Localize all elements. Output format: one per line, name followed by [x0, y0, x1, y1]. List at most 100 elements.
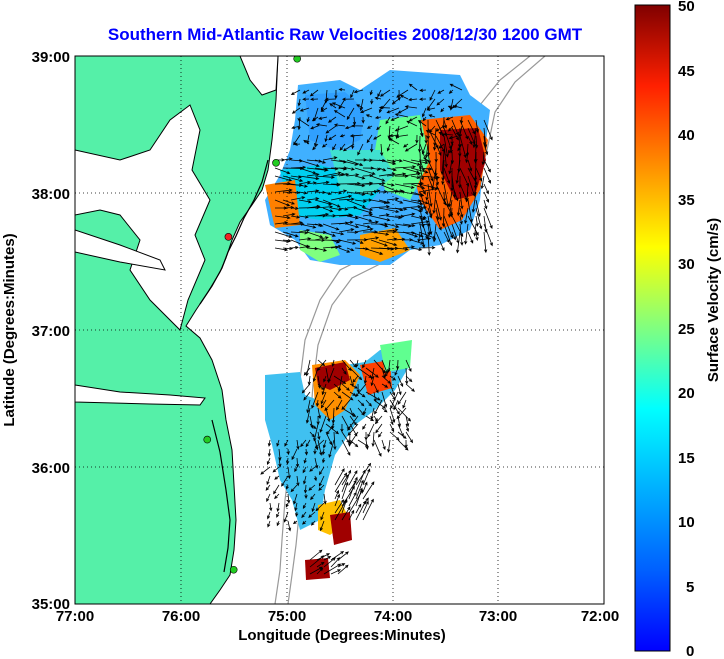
velocity-vector	[433, 127, 437, 147]
velocity-vector	[346, 205, 358, 210]
velocity-vector	[475, 231, 479, 241]
velocity-vector	[403, 143, 409, 148]
velocity-vector	[322, 207, 334, 213]
velocity-vector	[322, 171, 342, 177]
velocity-vector	[309, 423, 317, 429]
velocity-vector	[274, 231, 293, 238]
velocity-vector	[298, 228, 311, 233]
velocity-vector	[333, 123, 346, 127]
velocity-vector	[346, 159, 364, 167]
velocity-vector	[272, 466, 280, 473]
velocity-vector	[351, 124, 364, 128]
velocity-vector	[453, 104, 463, 109]
velocity-vector	[354, 199, 367, 203]
velocity-vector	[353, 89, 364, 94]
velocity-vector	[394, 367, 399, 376]
velocity-vector	[322, 199, 341, 208]
velocity-vector	[314, 134, 319, 147]
velocity-vector	[341, 367, 347, 375]
velocity-vector	[356, 104, 364, 109]
velocity-vector	[437, 89, 445, 94]
velocity-vector	[319, 520, 325, 532]
velocity-vector	[459, 207, 464, 218]
velocity-vector	[313, 448, 317, 455]
velocity-vector	[348, 476, 358, 500]
x-tick-label: 73:00	[479, 608, 517, 625]
velocity-vector	[296, 439, 300, 450]
velocity-vector	[362, 468, 371, 486]
velocity-vector	[308, 484, 316, 491]
radar-station-marker	[224, 233, 233, 241]
velocity-vector	[346, 167, 355, 171]
velocity-vector	[302, 502, 307, 510]
velocity-vector	[309, 466, 316, 472]
velocity-vector	[301, 511, 307, 519]
velocity-vector	[349, 439, 359, 448]
velocity-vector	[306, 172, 320, 177]
velocity-vector	[405, 367, 409, 385]
velocity-vector	[451, 119, 459, 136]
velocity-vector	[467, 231, 474, 244]
velocity-vector	[364, 431, 368, 441]
velocity-vector	[274, 188, 293, 193]
velocity-vector	[299, 107, 310, 112]
velocity-vector	[303, 139, 310, 145]
velocity-vector	[290, 245, 299, 250]
radar-stations	[203, 56, 301, 574]
velocity-vector	[303, 391, 311, 401]
velocity-vector	[349, 383, 358, 389]
velocity-vector	[338, 239, 357, 245]
velocity-vector	[363, 375, 367, 385]
velocity-vector	[451, 127, 459, 141]
velocity-vector	[338, 228, 355, 233]
velocity-vector	[386, 159, 397, 163]
velocity-vector	[360, 107, 373, 114]
velocity-vector	[306, 399, 311, 414]
velocity-vector	[282, 175, 304, 182]
velocity-vector	[370, 98, 374, 105]
velocity-vector	[314, 223, 324, 227]
velocity-vector	[278, 457, 282, 468]
velocity-vector	[410, 247, 423, 252]
velocity-vector	[273, 484, 280, 495]
velocity-vector	[354, 215, 373, 223]
velocity-vector	[314, 180, 330, 185]
velocity-vector	[459, 119, 469, 140]
velocity-vector	[298, 191, 308, 195]
velocity-vector	[309, 549, 323, 561]
velocity-vector	[308, 511, 316, 518]
y-tick-label: 39:00	[32, 49, 70, 66]
velocity-vector	[402, 205, 422, 209]
velocity-vector	[365, 439, 369, 451]
velocity-vector	[402, 167, 420, 174]
velocity-vector	[399, 94, 409, 100]
velocity-vector	[431, 167, 437, 191]
velocity-vector	[456, 231, 461, 254]
velocity-vector	[302, 520, 307, 525]
velocity-vector	[341, 506, 351, 521]
velocity-vector	[370, 189, 381, 193]
velocity-vector	[276, 502, 280, 513]
velocity-vectors	[260, 83, 493, 575]
x-tick-labels: 77:00 76:00 75:00 74:00 73:00 72:00	[56, 608, 619, 625]
velocity-vector	[370, 367, 375, 381]
velocity-vector	[274, 221, 289, 225]
velocity-vector	[397, 431, 407, 439]
velocity-vector	[472, 127, 477, 149]
velocity-vector	[274, 175, 293, 182]
velocity-vector	[309, 89, 319, 97]
velocity-vector	[314, 205, 334, 209]
velocity-vector	[303, 367, 311, 376]
velocity-vector	[310, 125, 319, 130]
velocity-vector	[371, 431, 375, 447]
velocity-vector	[419, 97, 427, 101]
velocity-vector	[350, 89, 355, 99]
map-plot	[74, 55, 605, 605]
velocity-vector	[394, 125, 409, 132]
velocity-vector	[394, 207, 404, 212]
velocity-vector	[381, 383, 389, 388]
velocity-vector	[435, 231, 445, 252]
velocity-vector	[370, 215, 391, 222]
velocity-vector	[334, 493, 341, 507]
velocity-vector	[443, 223, 453, 247]
